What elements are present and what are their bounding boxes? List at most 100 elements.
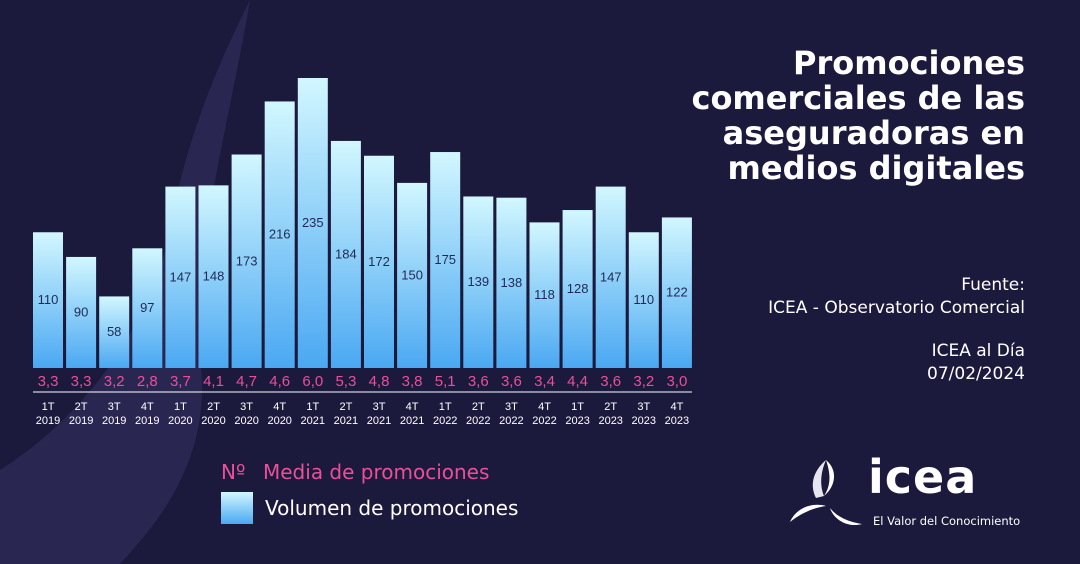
- average-value-label: 3,8: [402, 373, 423, 390]
- bar: [364, 155, 394, 368]
- average-value-label: 2,8: [137, 373, 158, 390]
- bar-value-label: 139: [467, 274, 489, 289]
- x-tick-year: 2022: [532, 415, 556, 427]
- bar-value-label: 58: [107, 324, 121, 339]
- average-value-label: 3,3: [71, 373, 92, 390]
- bar-value-label: 138: [501, 275, 523, 290]
- x-tick-year: 2023: [565, 415, 589, 427]
- average-value-label: 3,6: [501, 373, 522, 390]
- publication-block: ICEA al Día 07/02/2024: [705, 340, 1025, 386]
- x-tick-quarter: 4T: [670, 401, 683, 413]
- bar-value-label: 118: [534, 287, 555, 302]
- bar: [496, 197, 527, 368]
- bar: [628, 232, 659, 368]
- bar: [661, 217, 692, 368]
- x-tick-quarter: 1T: [571, 401, 584, 413]
- x-tick-quarter: 4T: [273, 401, 286, 413]
- chart-legend: Nº Media de promociones Volumen de promo…: [221, 456, 518, 528]
- icea-emblem-icon: [790, 460, 862, 526]
- title-line-1: Promociones: [793, 44, 1025, 82]
- x-tick-quarter: 2T: [207, 401, 220, 413]
- icea-logo: icea El Valor del Conocimiento: [786, 450, 1046, 536]
- title-line-4: medios digitales: [727, 149, 1025, 187]
- bar-value-label: 97: [140, 300, 154, 315]
- logo-tagline: El Valor del Conocimiento: [873, 514, 1021, 528]
- x-tick-quarter: 3T: [240, 401, 253, 413]
- x-tick-year: 2023: [598, 415, 622, 427]
- average-value-label: 6,0: [302, 373, 323, 390]
- bar: [297, 78, 328, 368]
- x-tick-year: 2022: [466, 415, 490, 427]
- bar: [231, 154, 262, 368]
- x-tick-quarter: 2T: [75, 401, 88, 413]
- average-value-label: 4,7: [236, 373, 257, 390]
- legend-item-average: Nº Media de promociones: [221, 456, 518, 488]
- bar-value-label: 150: [401, 267, 423, 282]
- bar-value-label: 110: [633, 292, 654, 307]
- x-tick-year: 2020: [267, 415, 291, 427]
- bar-value-label: 128: [567, 281, 589, 296]
- average-value-label: 5,1: [435, 373, 456, 390]
- x-tick-quarter: 1T: [42, 401, 55, 413]
- legend-average-label: Media de promociones: [263, 460, 490, 484]
- source-value: ICEA - Observatorio Comercial: [768, 298, 1025, 318]
- bar: [330, 140, 361, 368]
- bar-value-label: 122: [666, 285, 688, 300]
- average-value-label: 3,0: [666, 373, 687, 390]
- average-value-label: 4,6: [269, 373, 290, 390]
- x-tick-quarter: 2T: [472, 401, 485, 413]
- x-tick-quarter: 3T: [505, 401, 518, 413]
- x-tick-year: 2019: [36, 415, 60, 427]
- average-value-label: 3,4: [534, 373, 555, 390]
- source-block: Fuente: ICEA - Observatorio Comercial: [705, 274, 1025, 320]
- x-tick-quarter: 3T: [637, 401, 650, 413]
- bar-value-label: 147: [170, 269, 192, 284]
- bar-value-label: 90: [74, 304, 88, 319]
- bar: [430, 152, 461, 368]
- x-tick-quarter: 2T: [339, 401, 352, 413]
- x-tick-year: 2021: [367, 415, 391, 427]
- publication-date: 07/02/2024: [927, 364, 1025, 384]
- bar: [562, 210, 593, 368]
- x-tick-year: 2021: [334, 415, 358, 427]
- x-tick-quarter: 3T: [108, 401, 121, 413]
- average-value-label: 3,3: [38, 373, 59, 390]
- x-tick-year: 2022: [433, 415, 457, 427]
- average-value-label: 4,1: [203, 373, 224, 390]
- average-value-label: 3,7: [170, 373, 191, 390]
- x-tick-year: 2019: [102, 415, 126, 427]
- legend-item-volume: Volumen de promociones: [221, 492, 518, 524]
- bar: [397, 182, 428, 368]
- x-tick-quarter: 1T: [174, 401, 187, 413]
- x-tick-year: 2020: [234, 415, 258, 427]
- bar-value-label: 173: [236, 253, 258, 268]
- x-tick-year: 2022: [499, 415, 523, 427]
- x-tick-year: 2023: [632, 415, 656, 427]
- bar: [33, 232, 63, 368]
- legend-volume-swatch: [221, 492, 253, 524]
- x-tick-quarter: 1T: [439, 401, 452, 413]
- average-value-label: 3,6: [468, 373, 489, 390]
- x-tick-quarter: 4T: [406, 401, 419, 413]
- x-tick-quarter: 2T: [604, 401, 617, 413]
- logo-wordmark: icea: [868, 450, 978, 504]
- bar: [463, 196, 494, 368]
- bar-value-label: 216: [269, 227, 291, 242]
- title-line-3: aseguradoras en: [722, 114, 1025, 152]
- average-value-label: 4,8: [369, 373, 390, 390]
- publication-name: ICEA al Día: [931, 341, 1025, 361]
- bar-value-label: 147: [600, 269, 622, 284]
- bar-value-label: 235: [302, 215, 324, 230]
- bar: [529, 222, 560, 368]
- bar: [99, 296, 130, 368]
- x-tick-year: 2020: [201, 415, 225, 427]
- x-tick-year: 2020: [168, 415, 192, 427]
- bar: [264, 101, 295, 368]
- x-tick-quarter: 1T: [306, 401, 319, 413]
- x-tick-year: 2021: [400, 415, 424, 427]
- bar-value-label: 184: [335, 246, 357, 261]
- x-tick-quarter: 4T: [141, 401, 154, 413]
- x-tick-year: 2023: [665, 415, 689, 427]
